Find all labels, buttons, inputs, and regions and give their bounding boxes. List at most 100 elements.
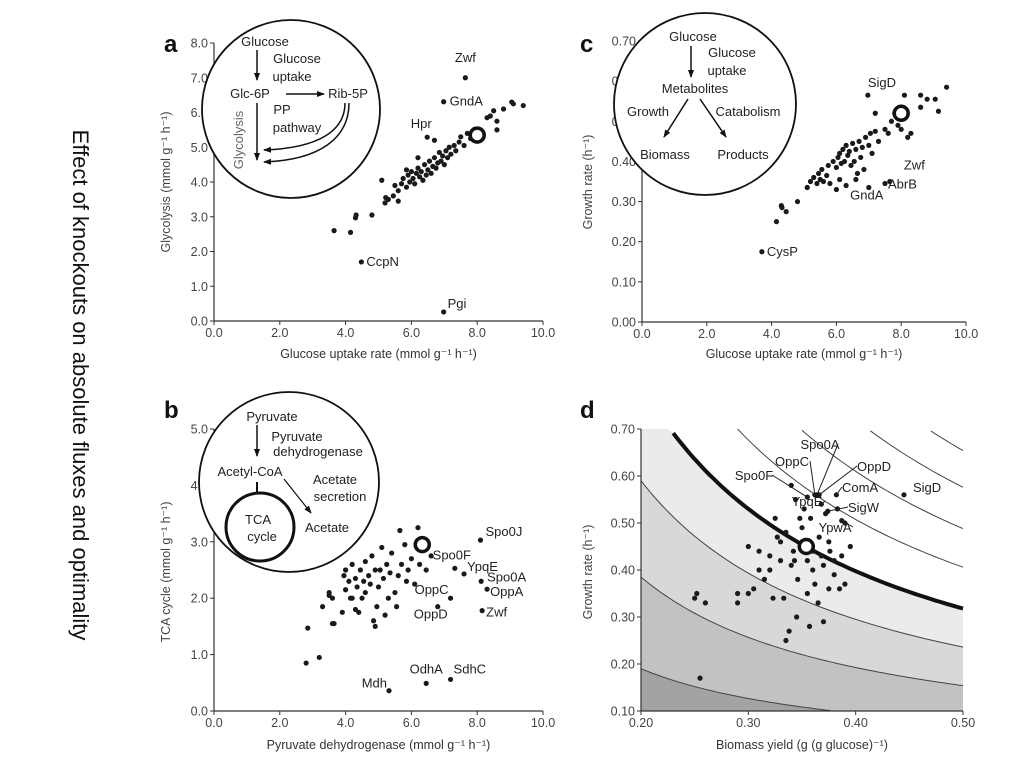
data-point: [788, 562, 794, 568]
data-point: [908, 130, 914, 136]
labeled-point: [461, 571, 467, 577]
x-tick-label: 0.0: [633, 327, 650, 341]
data-point: [491, 108, 497, 114]
y-tick-label: 1.0: [191, 648, 208, 662]
data-point: [872, 110, 878, 116]
data-point: [303, 660, 309, 666]
labeled-point: [447, 595, 454, 601]
labeled-point: [462, 75, 468, 81]
data-point: [837, 176, 843, 183]
data-point: [770, 595, 776, 601]
data-point: [845, 152, 851, 159]
data-point: [380, 575, 387, 582]
inset-text: Glucose: [273, 51, 321, 66]
data-point: [837, 150, 843, 156]
data-point: [824, 172, 830, 179]
data-point: [932, 96, 938, 102]
data-point: [410, 175, 416, 182]
point-label: SigD: [868, 75, 896, 90]
x-tick-label: 4.0: [337, 716, 354, 730]
point-label: OdhA: [410, 661, 444, 676]
data-point: [385, 196, 391, 202]
y-tick-label: 7.0: [191, 71, 208, 85]
y-axis-title: Growth rate (h⁻¹): [581, 525, 595, 620]
shaded-region: [641, 577, 963, 711]
data-point: [816, 534, 822, 540]
data-point: [395, 188, 401, 194]
data-point: [827, 180, 833, 187]
data-point: [756, 548, 762, 554]
x-tick-label: 8.0: [893, 327, 910, 341]
inset-text: Growth: [627, 104, 669, 119]
inset-text: Biomass: [640, 147, 690, 162]
data-point: [756, 567, 762, 573]
data-point: [385, 595, 391, 601]
data-point: [735, 590, 741, 597]
point-label: YpqE: [792, 494, 823, 509]
data-point: [349, 561, 355, 567]
data-point: [820, 619, 827, 625]
x-tick-label: 4.0: [763, 327, 780, 341]
data-point: [353, 212, 359, 218]
data-point: [779, 204, 785, 211]
x-tick-label: 0.50: [951, 716, 975, 730]
data-point: [403, 184, 410, 190]
data-point: [448, 151, 454, 157]
inset-text: Acetate: [313, 472, 357, 487]
y-axis-title: Growth rate (h⁻¹): [581, 135, 595, 230]
data-point: [774, 534, 780, 540]
data-point: [436, 149, 442, 156]
data-point: [402, 542, 408, 548]
data-point: [461, 142, 467, 149]
inset-circle: [201, 19, 381, 199]
y-tick-label: 0.70: [611, 423, 635, 437]
labeled-point: [435, 604, 441, 610]
x-tick-label: 0.0: [205, 716, 222, 730]
data-point: [861, 166, 867, 173]
data-point: [441, 162, 447, 168]
data-point: [692, 595, 698, 601]
data-point: [487, 113, 493, 119]
data-point: [814, 180, 820, 187]
data-point: [790, 548, 797, 554]
x-tick-label: 2.0: [698, 327, 715, 341]
data-point: [362, 558, 368, 565]
leader-line: [827, 506, 849, 512]
labeled-point: [865, 92, 871, 98]
data-point: [319, 604, 326, 610]
data-point: [935, 108, 942, 114]
labeled-point: [759, 249, 765, 255]
data-point: [815, 600, 821, 606]
y-tick-label: 0.70: [612, 35, 636, 49]
data-point: [362, 589, 368, 596]
inset-text: Acetyl-CoA: [217, 464, 282, 479]
x-tick-label: 2.0: [271, 716, 288, 730]
labeled-point: [866, 184, 872, 191]
data-point: [777, 558, 784, 564]
data-point: [347, 229, 354, 235]
data-point: [343, 567, 349, 573]
data-point: [357, 567, 364, 573]
inset-text: secretion: [314, 489, 367, 504]
data-point: [843, 182, 849, 189]
wild-type-marker: [413, 535, 432, 554]
leader-line: [841, 520, 854, 528]
panel-d: 0.20 0.30 0.40 0.500.100.200.300.400.500.60…: [580, 397, 975, 752]
data-point: [869, 150, 875, 156]
x-tick-label: 8.0: [469, 716, 486, 730]
data-point: [417, 174, 423, 180]
data-point: [697, 675, 703, 681]
contour-line: [640, 668, 831, 711]
labeled-point: [887, 178, 893, 185]
x-tick-label: 2.0: [271, 326, 288, 340]
data-point: [853, 146, 859, 152]
y-tick-label: 3.0: [191, 210, 208, 224]
point-label: Zwf: [486, 605, 507, 620]
data-point: [377, 567, 383, 573]
data-point: [440, 153, 446, 159]
data-point: [382, 200, 388, 206]
point-label: Spo0F: [433, 547, 471, 562]
y-tick-label: 0.0: [191, 705, 208, 719]
data-point: [842, 581, 848, 587]
data-point: [510, 101, 516, 107]
